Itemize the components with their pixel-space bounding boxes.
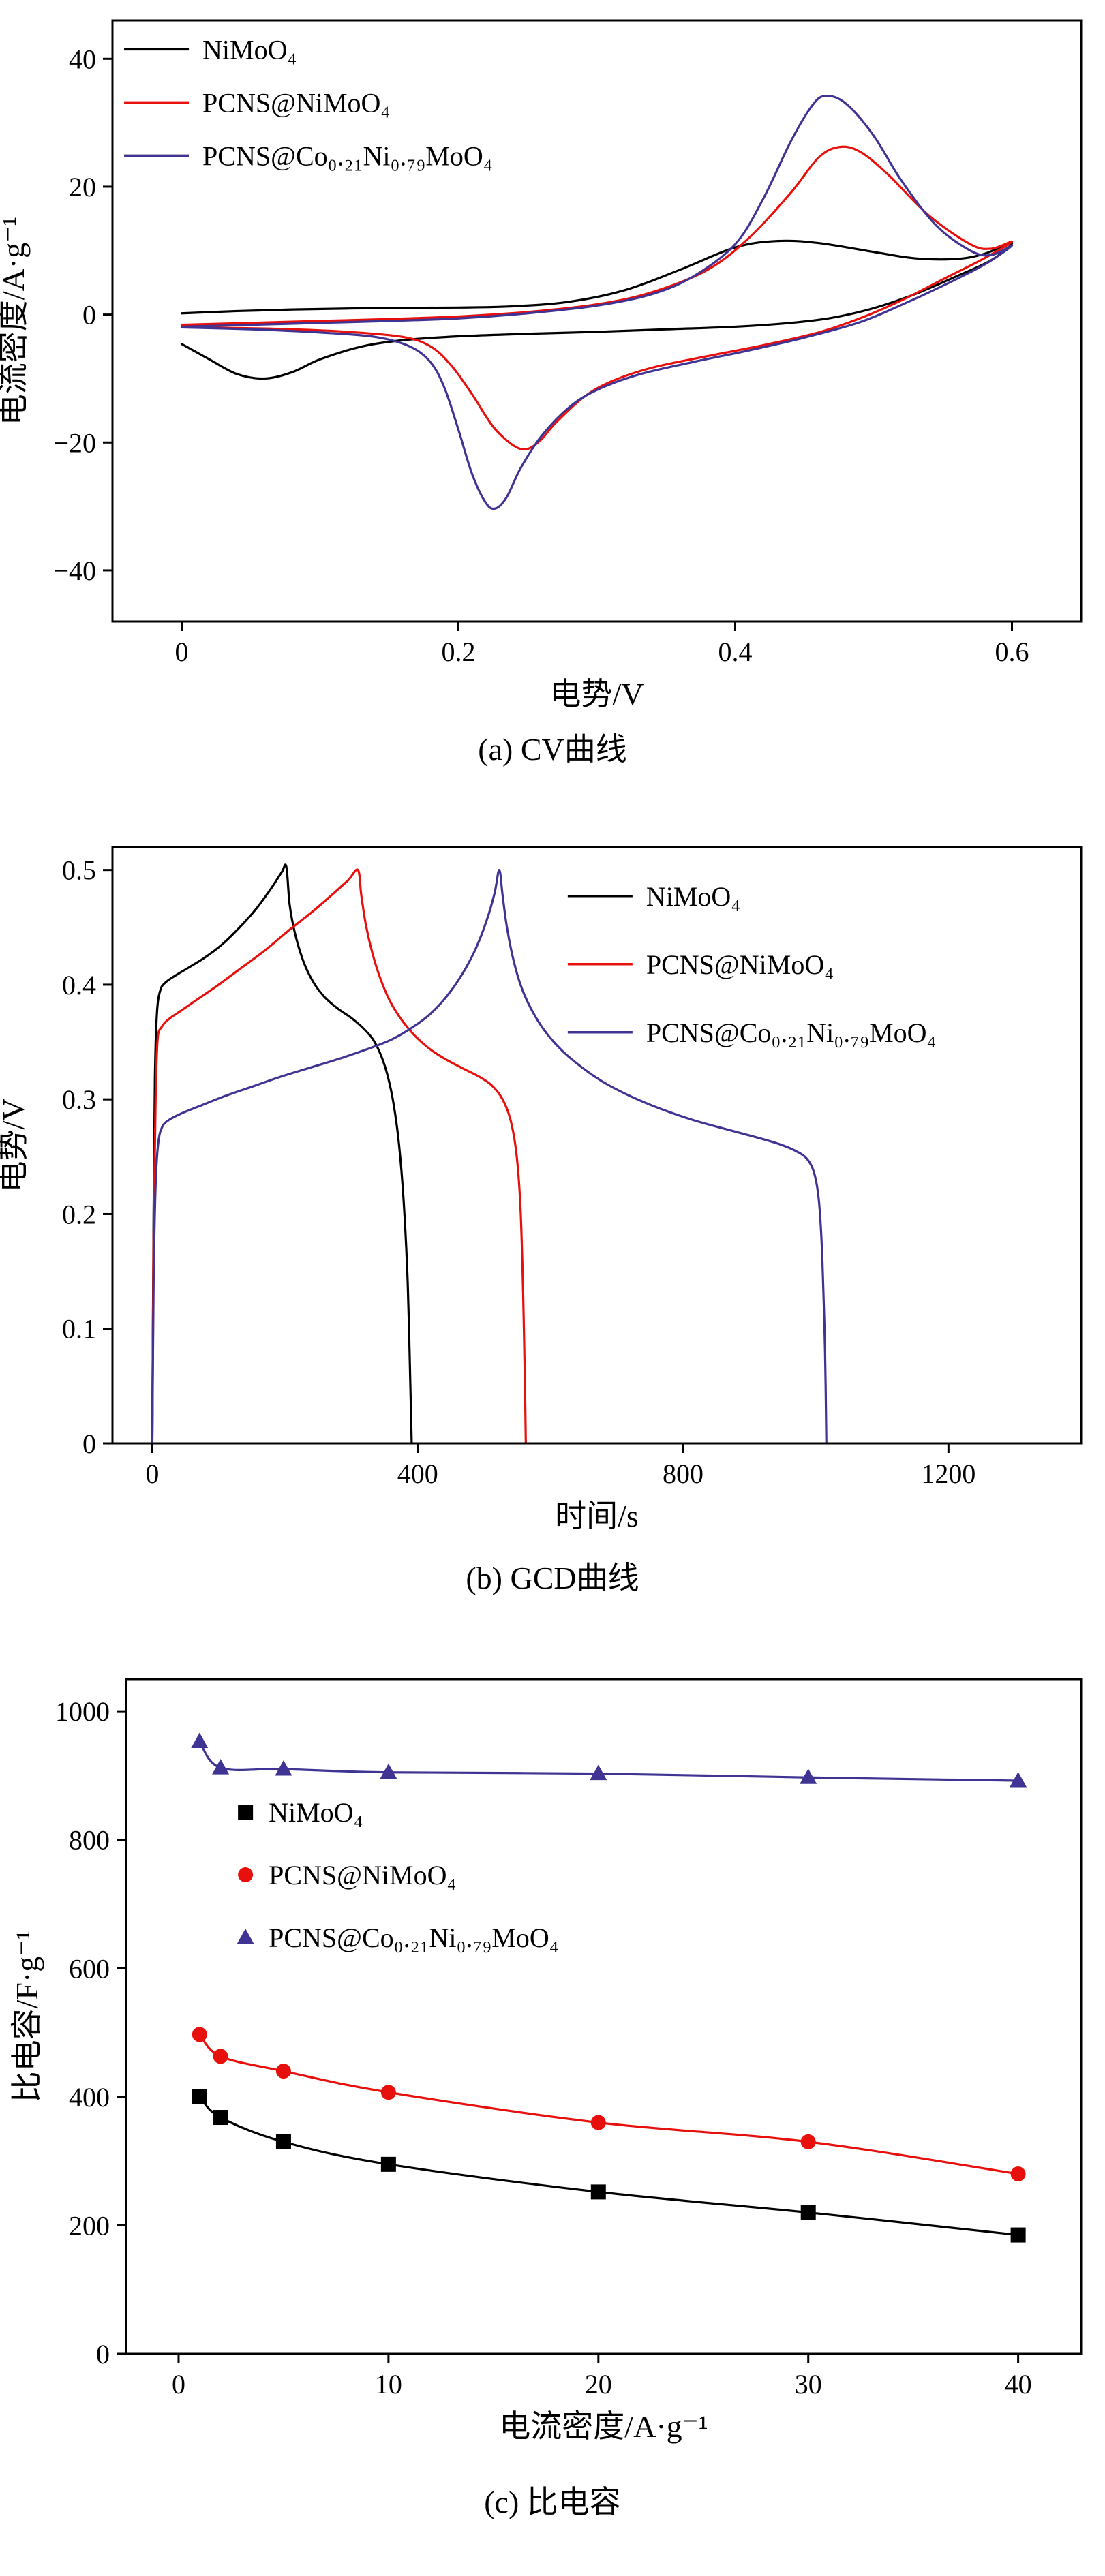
legend-label: PCNS@Co₀.₂₁Ni₀.₇₉MoO₄ [646,1017,937,1048]
series-marker-2 [212,1759,230,1775]
x-tick-label: 1200 [921,1458,975,1489]
series-marker-2 [590,1764,607,1781]
y-tick-label: 600 [69,1953,110,1984]
x-tick-label: 0 [172,2369,185,2399]
series-marker-0 [380,2156,396,2172]
x-tick-label: 0.2 [442,637,476,667]
series-marker-2 [800,1768,817,1784]
series-marker-2 [275,1760,292,1776]
y-tick-label: −40 [53,555,96,586]
x-tick-label: 40 [1005,2369,1032,2399]
y-tick-label: 0 [82,300,96,331]
series-line-2 [151,869,828,1445]
x-tick-label: 0 [175,637,189,667]
y-tick-label: 200 [69,2210,110,2241]
legend-label: PCNS@NiMoO₄ [269,1860,456,1890]
y-tick-label: 20 [69,172,96,202]
panel-a: 0 0.2 0.4 0.6 −40 −20 0 20 40 电势/V 电流密度/A·g⁻¹ NiMoO… [0,8,1105,782]
legend-sample-marker [238,1805,254,1820]
chart-b-gcd-curves: 0 400 800 1200 0 0.1 0.2 0.3 0.4 0.5 时间/s 电势/V NiMoO… [0,846,1083,1533]
caption-c: (c) 比电容 [484,2485,621,2519]
series-marker-1 [213,2049,228,2064]
series-line-0 [180,239,1014,380]
y-axis-label: 电流密度/A·g⁻¹ [0,217,31,425]
y-tick-label: 1000 [55,1696,110,1727]
series-line-0 [198,2096,1020,2237]
plot-frame [125,1678,1083,2355]
legend-label: PCNS@NiMoO₄ [202,87,390,118]
x-axis-label: 电势/V [550,677,644,711]
series-marker-2 [1010,1771,1027,1788]
series-marker-2 [191,1732,209,1748]
x-tick-label: 20 [585,2369,612,2399]
series-marker-1 [380,2085,396,2100]
legend-label: NiMoO₄ [269,1797,363,1828]
caption-b: (b) GCD曲线 [466,1561,639,1595]
y-tick-label: 0 [82,1428,96,1459]
series-marker-0 [192,2089,207,2104]
y-tick-label: 400 [69,2082,110,2113]
x-tick-label: 0.6 [995,637,1029,667]
series-marker-0 [213,2110,228,2126]
y-axis-label: 电势/V [0,1099,31,1193]
series-marker-1 [1010,2166,1026,2181]
series-marker-2 [380,1763,397,1779]
chart-a-cv-curves: 0 0.2 0.4 0.6 −40 −20 0 20 40 电势/V 电流密度/A·g⁻¹ NiMoO… [0,19,1083,711]
chart-c-specific-capacitance: 0 10 20 30 4002004006008001000电流密度/A·g⁻¹比电容/… [10,1678,1083,2444]
legend-sample-marker [237,1929,254,1944]
series-line-1 [151,868,527,1445]
series-marker-0 [590,2184,606,2200]
series-marker-0 [1010,2227,1026,2243]
y-tick-label: 0 [96,2339,110,2370]
series-marker-1 [590,2115,606,2130]
x-axis-label: 电流密度/A·g⁻¹ [499,2409,708,2444]
y-tick-label: 0.4 [62,970,96,1000]
series-line-2 [198,1740,1020,1782]
y-tick-label: 800 [69,1825,110,1856]
y-axis-label: 比电容/F·g⁻¹ [10,1931,44,2103]
x-tick-label: 0 [145,1458,159,1489]
legend-sample-marker [238,1867,254,1883]
series-marker-0 [800,2205,816,2220]
panel-b: 0 400 800 1200 0 0.1 0.2 0.3 0.4 0.5 时间/s 电势/V NiMoO… [0,823,1105,1611]
series-marker-1 [800,2134,816,2149]
x-tick-label: 400 [397,1458,438,1489]
y-tick-label: 0.2 [62,1199,96,1229]
y-tick-label: 40 [69,44,96,74]
series-marker-0 [275,2134,291,2149]
caption-a: (a) CV曲线 [478,732,627,767]
y-tick-label: 0.5 [62,855,96,886]
y-tick-label: 0.3 [62,1084,96,1115]
x-axis-label: 时间/s [555,1499,639,1533]
legend-label: NiMoO₄ [646,881,740,912]
plot-frame [111,19,1083,623]
series-line-2 [180,94,1014,510]
x-tick-label: 800 [663,1458,703,1489]
legend-label: NiMoO₄ [202,34,297,65]
y-tick-label: −20 [53,427,96,458]
x-tick-label: 0.4 [718,637,753,667]
legend-label: PCNS@Co₀.₂₁Ni₀.₇₉MoO₄ [269,1922,559,1953]
series-line-1 [180,145,1014,450]
x-tick-label: 30 [795,2369,822,2399]
legend-label: PCNS@Co₀.₂₁Ni₀.₇₉MoO₄ [202,140,493,171]
y-tick-label: 0.1 [62,1314,96,1345]
legend-label: PCNS@NiMoO₄ [646,949,834,980]
series-marker-1 [275,2064,291,2079]
series-line-0 [151,863,413,1445]
series-line-1 [198,2033,1020,2175]
x-tick-label: 10 [375,2369,402,2399]
series-marker-1 [192,2027,207,2042]
panel-c: 0 10 20 30 40 0 200 400 600 800 1000 电流密度/A·g⁻¹ 比电容/… [0,1652,1105,2535]
plot-frame [111,846,1083,1445]
